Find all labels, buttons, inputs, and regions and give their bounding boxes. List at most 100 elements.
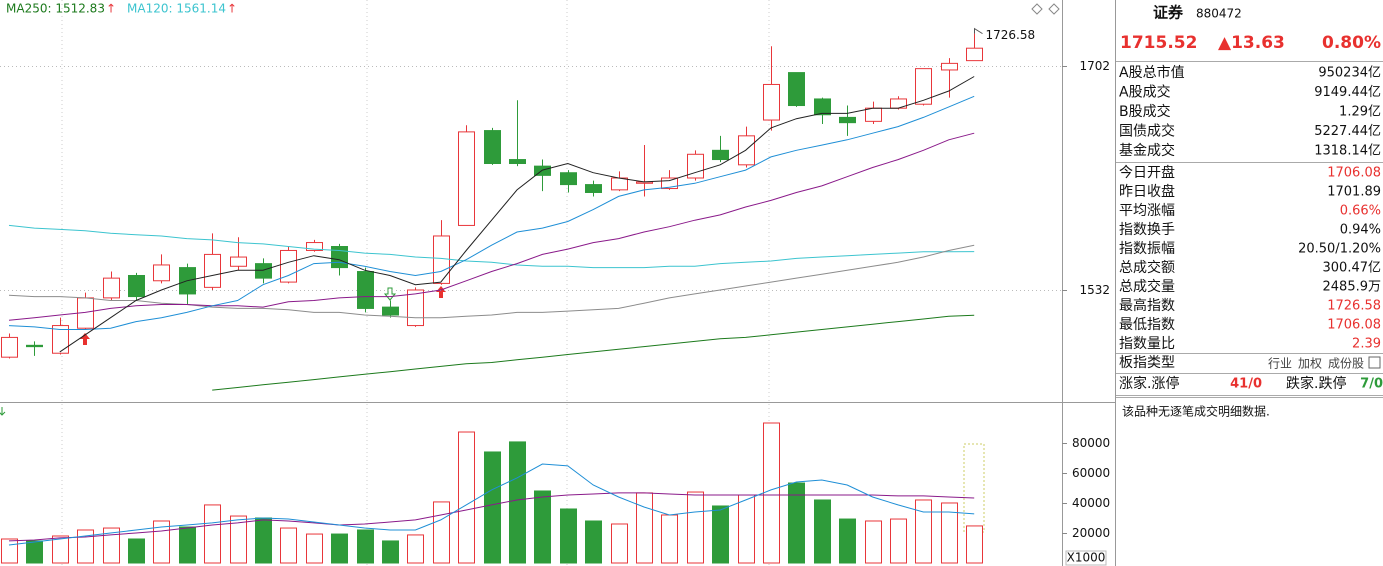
breadth-value: 7/0 xyxy=(1360,377,1383,392)
volume-bar xyxy=(458,431,475,564)
row-value: 5227.44亿 xyxy=(1314,124,1381,139)
volume-bar xyxy=(331,533,348,564)
candle-body xyxy=(26,344,43,348)
candle-body xyxy=(966,47,983,62)
volume-bar xyxy=(661,514,678,564)
buy-signal xyxy=(80,333,90,345)
row-value: 300.47亿 xyxy=(1323,261,1382,276)
moving-average-line xyxy=(8,132,975,321)
volume-bar xyxy=(382,540,399,564)
candle-body xyxy=(534,165,551,176)
volume-bar xyxy=(52,535,69,564)
candle-body xyxy=(255,263,272,279)
candle-body xyxy=(52,325,69,354)
volume-bar xyxy=(433,501,450,564)
sector-tag[interactable]: 行业 xyxy=(1268,357,1292,371)
row-label: B股成交 xyxy=(1119,103,1171,120)
candle-body xyxy=(839,116,856,124)
volume-bar xyxy=(941,502,958,564)
row-label: 今日开盘 xyxy=(1119,164,1175,181)
row-label: 国债成交 xyxy=(1119,123,1175,140)
legend-label: MA250: 1512.83 xyxy=(6,2,105,16)
quote-panel: 证券 880472 1715.52 ▲13.63 0.80% A股总市值 9502… xyxy=(1116,4,1383,419)
candle-body xyxy=(458,131,475,226)
sector-tag[interactable]: 加权 xyxy=(1298,357,1322,371)
volume-unit: X1000 xyxy=(1067,551,1106,565)
volume-bar xyxy=(484,451,501,564)
row-label: 板指类型 xyxy=(1119,355,1175,371)
candle-body xyxy=(382,306,399,316)
volume-bar xyxy=(890,518,907,564)
unit-box xyxy=(1065,550,1107,566)
candle-body xyxy=(484,130,501,165)
row-value: 0.66% xyxy=(1340,204,1381,219)
toolbar-icons[interactable] xyxy=(1031,3,1060,15)
candle-body xyxy=(661,177,678,190)
volume-bar xyxy=(255,517,272,564)
row-value: 9149.44亿 xyxy=(1314,85,1381,100)
volume-bar xyxy=(230,515,247,564)
volume-bar xyxy=(636,492,653,564)
volume-bar xyxy=(534,490,551,564)
volume-bar xyxy=(839,518,856,564)
y-tick-label: 60000 xyxy=(1072,466,1110,480)
y-tick-label: 80000 xyxy=(1072,436,1110,450)
sector-tag[interactable]: 成份股 xyxy=(1328,357,1364,371)
y-tick-label: 40000 xyxy=(1072,496,1110,510)
candle-body xyxy=(865,107,882,122)
candle-body xyxy=(204,253,221,288)
legend-arrow: ↑ xyxy=(106,2,116,16)
row-value: 0.94% xyxy=(1340,223,1381,238)
moving-average-line xyxy=(8,244,975,319)
candle-body xyxy=(611,177,628,191)
candle-body xyxy=(585,184,602,193)
last-price: 1715.52 xyxy=(1120,33,1197,53)
breadth-value: 41/0 xyxy=(1230,377,1262,392)
price-change: ▲13.63 xyxy=(1218,33,1285,53)
volume-bar xyxy=(204,504,221,564)
candle-body xyxy=(915,68,932,105)
volume-bar xyxy=(585,520,602,564)
security-code: 880472 xyxy=(1196,7,1242,21)
row-value: 1701.89 xyxy=(1327,185,1381,200)
row-value: 2485.9万 xyxy=(1323,280,1382,295)
legend-arrow: ↑ xyxy=(227,2,237,16)
row-value: 1318.14亿 xyxy=(1314,144,1381,159)
row-value: 20.50/1.20% xyxy=(1298,242,1381,257)
volume-bar xyxy=(865,520,882,564)
candle-body xyxy=(509,159,526,165)
volume-bar xyxy=(1,538,18,564)
volume-bar xyxy=(509,441,526,564)
candle-body xyxy=(230,256,247,267)
candle-body xyxy=(560,172,577,186)
y-tick-label: 20000 xyxy=(1072,526,1110,540)
breadth-label: 涨家.涨停 xyxy=(1119,375,1179,392)
volume-bar xyxy=(128,538,145,564)
volume-bar xyxy=(306,533,323,564)
candle-body xyxy=(280,249,297,283)
moving-average-line xyxy=(212,314,975,391)
candle-body xyxy=(128,274,145,298)
row-label: 总成交额 xyxy=(1119,259,1175,276)
candle-body xyxy=(763,83,780,121)
security-name: 证券 xyxy=(1153,4,1184,22)
volume-bar xyxy=(357,529,374,564)
y-tick-label: 1702 xyxy=(1079,59,1110,73)
high-label: 1726.58 xyxy=(986,28,1036,42)
candle-body xyxy=(712,149,729,161)
candle-body xyxy=(153,264,170,282)
row-value: 1.29亿 xyxy=(1339,105,1381,120)
notice: 该品种无逐笔成交明细数据. xyxy=(1122,404,1270,419)
volume-bar xyxy=(738,494,755,564)
moving-average-line xyxy=(8,463,975,546)
y-tick-label: 1532 xyxy=(1079,283,1110,297)
volume-bar xyxy=(814,499,831,564)
volume-bar xyxy=(103,527,120,564)
candle-body xyxy=(941,62,958,71)
candle-body xyxy=(687,153,704,179)
volume-bar xyxy=(763,422,780,564)
volume-bar xyxy=(611,523,628,564)
row-label: A股总市值 xyxy=(1119,64,1185,81)
